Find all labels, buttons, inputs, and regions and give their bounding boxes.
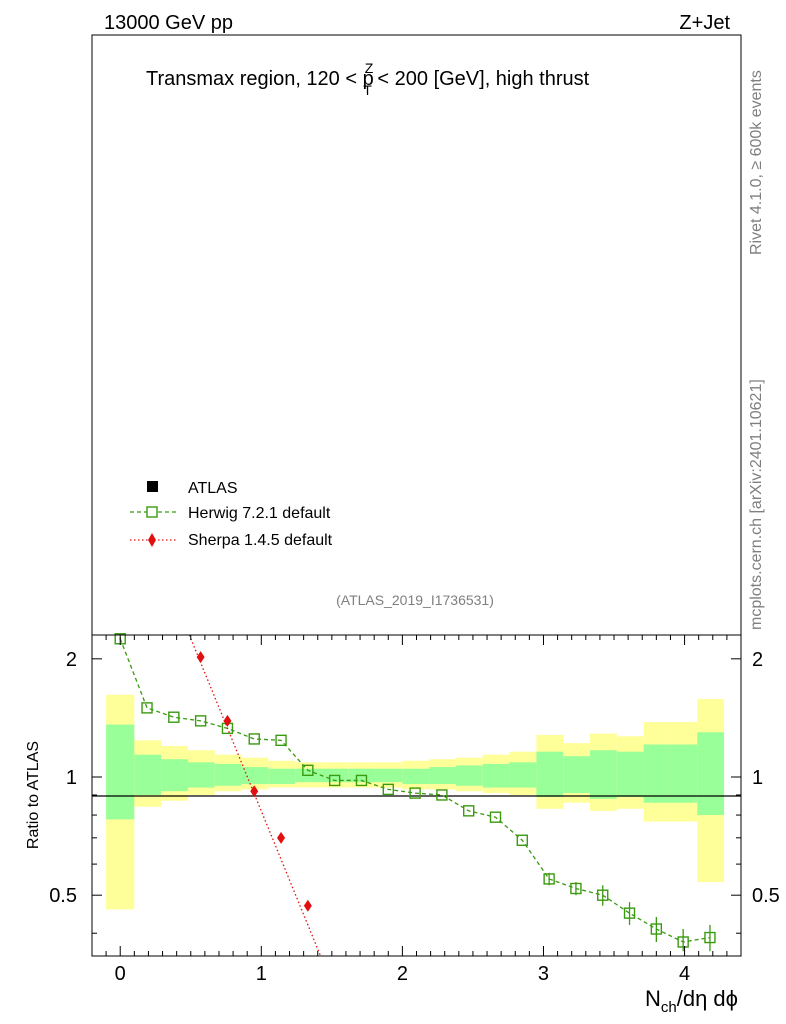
- legend-sherpa-marker: [148, 533, 156, 547]
- x-axis-label-rest: /dη dϕ: [677, 986, 738, 1011]
- herwig-ratio-point: [650, 923, 663, 935]
- green-band-bin: [456, 765, 483, 786]
- herwig-ratio-point: [248, 733, 260, 745]
- green-band-bin: [429, 767, 457, 784]
- herwig-ratio-point: [516, 834, 529, 846]
- herwig-ratio-point: [489, 811, 502, 823]
- herwig-ratio-point: [302, 764, 314, 777]
- legend-herwig-marker: [146, 506, 158, 518]
- y-tick-label: 0.5: [49, 885, 77, 907]
- y-tick-label-right: 1: [752, 767, 763, 789]
- green-band-bin: [509, 762, 537, 788]
- herwig-ratio-point: [409, 787, 421, 799]
- title-sup-z: Z: [365, 60, 374, 76]
- green-band-bin: [268, 768, 296, 784]
- herwig-ratio-point: [677, 936, 689, 948]
- legend-sherpa-label: Sherpa 1.4.5 default: [188, 532, 333, 549]
- green-band-bin: [375, 768, 403, 783]
- y-tick-label-right: 0.5: [752, 885, 780, 907]
- herwig-ratio-point: [382, 783, 394, 796]
- green-band-bin: [670, 744, 698, 803]
- green-band-bin: [697, 732, 725, 816]
- green-band-bin: [241, 767, 269, 784]
- green-band-bin: [214, 763, 242, 786]
- green-band-bin: [590, 750, 617, 799]
- sherpa-ratio-point: [277, 831, 286, 844]
- legend: ATLAS Herwig 7.2.1 default Sherpa 1.4.5 …: [130, 480, 333, 549]
- y-tick-label: 1: [66, 767, 77, 789]
- x-tick-label: 4: [679, 963, 690, 985]
- herwig-ratio-point: [543, 873, 555, 885]
- herwig-ratio-point: [328, 774, 341, 787]
- y-tick-label-right: 2: [752, 649, 763, 671]
- herwig-ratio-point: [597, 889, 609, 901]
- legend-herwig-label: Herwig 7.2.1 default: [188, 505, 331, 522]
- herwig-ratio-point: [623, 907, 636, 919]
- y-tick-label: 2: [66, 649, 77, 671]
- x-tick-label: 3: [538, 963, 549, 985]
- green-band-bin: [134, 754, 162, 795]
- ratio-axes: 0 1 2 3 4 0.5 0.5 1 1 2 2: [49, 635, 780, 985]
- herwig-ratio-point: [355, 774, 368, 787]
- mcplots-reference-label: mcplots.cern.ch [arXiv:2401.10621]: [748, 379, 765, 630]
- ratio-y-axis-label: Ratio to ATLAS: [25, 741, 42, 849]
- x-axis-label-sub: ch: [661, 999, 677, 1016]
- analysis-id-label: (ATLAS_2019_I1736531): [336, 592, 494, 608]
- green-band-bin: [536, 751, 564, 797]
- green-band-bin: [187, 762, 215, 788]
- green-band-bin: [161, 759, 188, 792]
- green-band-bin: [482, 763, 510, 788]
- header-process-label: Z+Jet: [679, 12, 730, 34]
- legend-atlas-label: ATLAS: [188, 480, 238, 497]
- herwig-ratio-point: [141, 702, 153, 714]
- herwig-ratio-point: [275, 734, 287, 747]
- herwig-ratio-point: [463, 805, 475, 817]
- green-band-bin: [643, 744, 671, 803]
- x-axis-label-main: N: [645, 986, 661, 1011]
- x-tick-label: 2: [397, 963, 408, 985]
- herwig-ratio-point: [570, 882, 582, 895]
- herwig-ratio-point: [436, 789, 448, 801]
- green-band-bin: [106, 724, 135, 820]
- sherpa-ratio-point: [223, 714, 232, 727]
- green-band-bin: [616, 751, 644, 797]
- x-axis-label: Nch/dη dϕ: [645, 986, 738, 1016]
- herwig-ratio-point: [704, 931, 716, 944]
- herwig-ratio-point: [194, 715, 207, 727]
- sherpa-ratio-series: [188, 634, 322, 957]
- sherpa-ratio-point: [196, 651, 205, 664]
- legend-atlas-marker: [147, 481, 158, 492]
- header-energy-label: 13000 GeV pp: [104, 12, 233, 34]
- rivet-version-label: Rivet 4.1.0, ≥ 600k events: [748, 70, 765, 255]
- title-text-before: Transmax region, 120 < p: [146, 68, 374, 90]
- sherpa-ratio-point: [250, 785, 259, 798]
- plot-title: Transmax region, 120 < pZ T < 200 [GeV], …: [146, 60, 590, 98]
- title-sub-t: T: [363, 82, 372, 98]
- ratio-uncertainty-bands: [106, 694, 725, 910]
- title-text-after: < 200 [GeV], high thrust: [372, 68, 590, 90]
- x-tick-label: 1: [256, 963, 267, 985]
- herwig-ratio-line: [119, 638, 711, 943]
- green-band-bin: [563, 756, 591, 794]
- green-band-bin: [402, 768, 430, 784]
- herwig-ratio-point: [168, 711, 180, 723]
- herwig-ratio-series: [114, 633, 716, 952]
- sherpa-ratio-point: [303, 899, 312, 912]
- x-tick-label: 0: [115, 963, 126, 985]
